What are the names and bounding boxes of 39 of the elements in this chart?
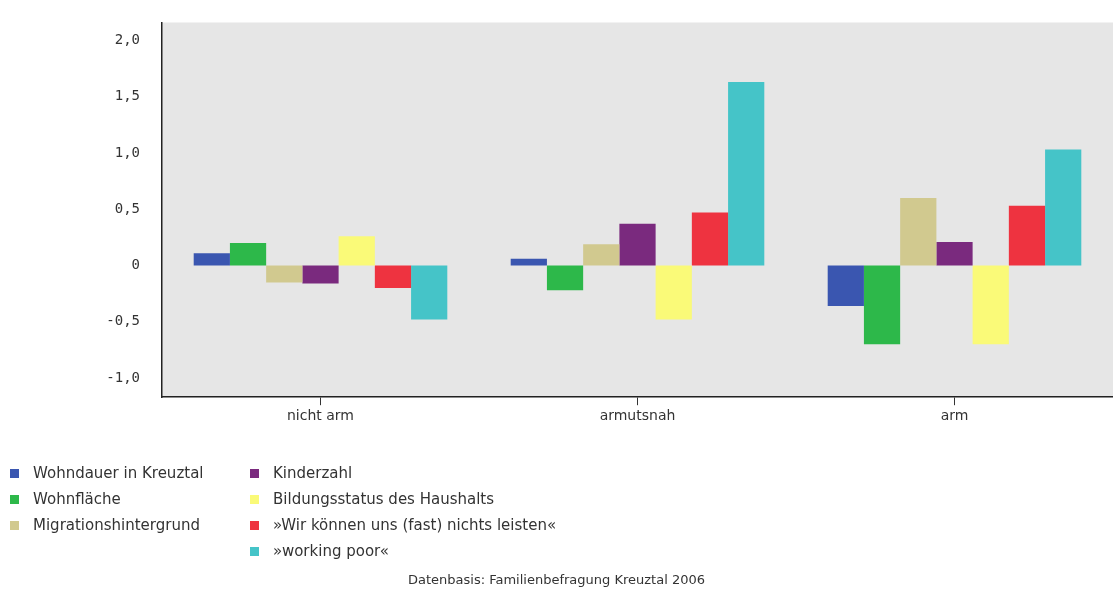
legend-label: Wohnfläche xyxy=(33,490,121,508)
legend-label: »working poor« xyxy=(273,542,389,560)
bar xyxy=(972,265,1009,345)
y-tick-label: -0,5 xyxy=(106,312,140,329)
y-tick-label: 1,0 xyxy=(114,143,140,160)
bar xyxy=(374,265,412,289)
bar xyxy=(900,197,937,266)
text: Datenbasis: Familienbefragung Kreuztal 2006 xyxy=(407,572,706,587)
legend-label: »Wir können uns (fast) nichts leisten« xyxy=(273,516,557,534)
bar xyxy=(936,241,973,266)
y-tick-label: 2,0 xyxy=(114,31,140,48)
y-tick-label: 1,5 xyxy=(114,87,140,104)
bar xyxy=(229,243,267,266)
bar xyxy=(728,82,765,266)
bar xyxy=(302,265,339,284)
x-tick-label: armutsnah xyxy=(599,407,676,424)
legend-label: Wohndauer in Kreuztal xyxy=(33,464,204,482)
bar xyxy=(510,258,547,266)
x-tick-label: nicht arm xyxy=(287,407,354,424)
bar xyxy=(827,265,864,307)
bar xyxy=(583,244,620,266)
bar xyxy=(546,265,584,291)
bar xyxy=(338,236,375,266)
bar xyxy=(691,212,729,266)
x-tick-label: arm xyxy=(940,407,969,424)
bar xyxy=(619,223,656,266)
legend-label: Migrationshintergrund xyxy=(33,516,200,534)
bar xyxy=(411,265,448,320)
bar xyxy=(266,265,303,283)
bar xyxy=(655,265,692,320)
bar xyxy=(1008,205,1046,266)
bar xyxy=(1045,149,1082,266)
bar xyxy=(193,253,230,266)
y-tick-label: -1,0 xyxy=(106,368,140,385)
legend-label: Bildungsstatus des Haushalts xyxy=(273,490,495,508)
legend-label: Kinderzahl xyxy=(273,464,353,482)
y-tick-label: 0,5 xyxy=(114,199,140,216)
bar xyxy=(863,265,901,345)
y-tick-label: 0 xyxy=(131,256,140,273)
